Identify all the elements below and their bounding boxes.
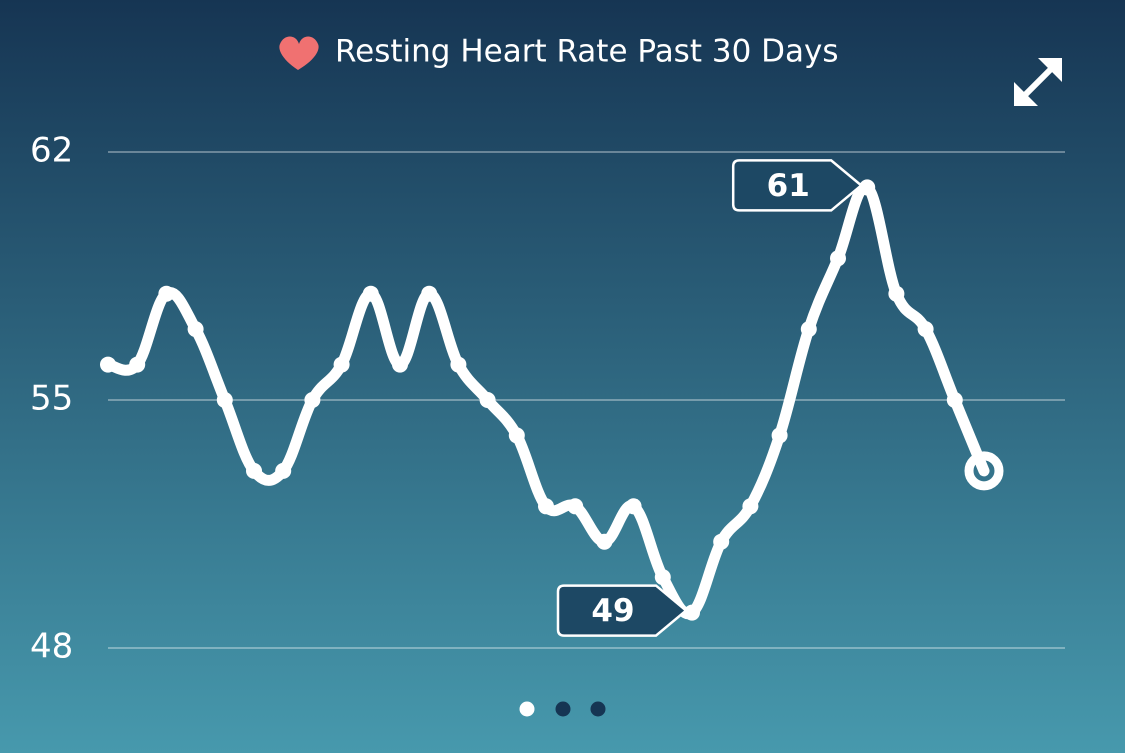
point bbox=[888, 285, 905, 302]
point bbox=[800, 321, 817, 338]
point bbox=[158, 285, 175, 302]
y-tick-label: 55 bbox=[30, 379, 73, 419]
page-dot-active[interactable] bbox=[519, 701, 535, 717]
point bbox=[508, 427, 525, 444]
point bbox=[654, 569, 671, 586]
point bbox=[713, 533, 730, 550]
point bbox=[421, 285, 438, 302]
point bbox=[917, 321, 934, 338]
point bbox=[830, 250, 846, 267]
point bbox=[596, 533, 613, 550]
max-label: 61 bbox=[767, 168, 810, 204]
point bbox=[771, 427, 788, 444]
point bbox=[100, 356, 116, 373]
point bbox=[567, 498, 584, 515]
point bbox=[129, 356, 146, 373]
min-label: 49 bbox=[591, 593, 634, 629]
point bbox=[479, 392, 496, 408]
point bbox=[304, 392, 321, 408]
point bbox=[684, 604, 700, 621]
point bbox=[946, 392, 963, 408]
point bbox=[216, 392, 233, 408]
point bbox=[362, 285, 379, 302]
heart-icon bbox=[279, 36, 319, 70]
page-dot[interactable] bbox=[555, 701, 571, 717]
point bbox=[246, 462, 262, 479]
point bbox=[742, 498, 759, 515]
point bbox=[187, 321, 204, 338]
expand-icon[interactable] bbox=[1014, 58, 1062, 106]
point bbox=[275, 462, 292, 479]
y-tick-label: 48 bbox=[30, 627, 73, 667]
point bbox=[538, 498, 554, 515]
last-point bbox=[964, 451, 1004, 491]
page-dot[interactable] bbox=[590, 701, 606, 717]
point bbox=[450, 356, 467, 373]
point bbox=[859, 179, 876, 196]
point bbox=[333, 356, 350, 373]
point bbox=[625, 498, 642, 515]
point bbox=[392, 356, 408, 373]
chart-title: Resting Heart Rate Past 30 Days bbox=[335, 34, 839, 70]
min-label-box bbox=[556, 584, 688, 637]
max-label-box bbox=[731, 159, 864, 212]
y-tick-label: 62 bbox=[30, 131, 73, 171]
